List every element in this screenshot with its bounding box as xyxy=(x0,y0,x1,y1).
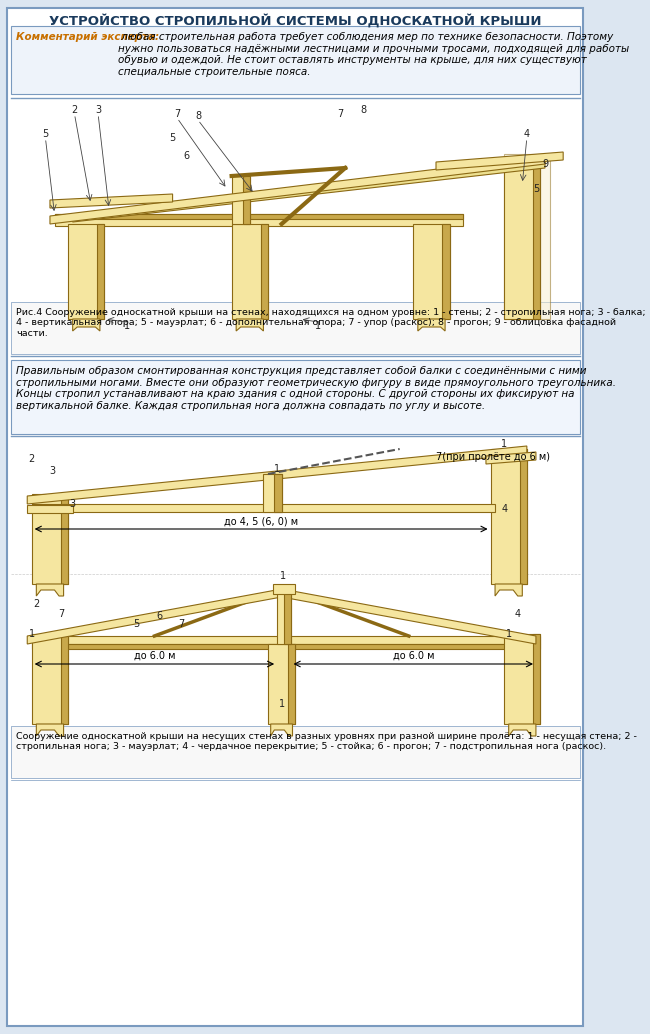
Polygon shape xyxy=(284,586,291,644)
Text: 3: 3 xyxy=(49,466,56,476)
Polygon shape xyxy=(504,164,540,320)
Text: 1: 1 xyxy=(315,321,321,331)
Text: любая строительная работа требует соблюдения мер по технике безопасности. Поэтом: любая строительная работа требует соблюд… xyxy=(118,32,629,77)
Polygon shape xyxy=(509,724,536,736)
Text: 8: 8 xyxy=(195,111,201,121)
FancyBboxPatch shape xyxy=(11,26,580,94)
Polygon shape xyxy=(32,636,540,644)
Polygon shape xyxy=(268,644,295,724)
Polygon shape xyxy=(98,224,105,320)
Text: 4: 4 xyxy=(524,129,530,139)
Text: Правильным образом смонтированная конструкция представляет собой балки с соединё: Правильным образом смонтированная констр… xyxy=(16,366,616,410)
Polygon shape xyxy=(36,724,64,736)
Text: 1: 1 xyxy=(278,699,285,709)
Text: 2: 2 xyxy=(72,105,77,115)
Text: 7: 7 xyxy=(58,609,65,619)
Text: Сооружение односкатной крыши на несущих стенах в разных уровнях при разной ширин: Сооружение односкатной крыши на несущих … xyxy=(16,732,637,752)
Text: 1: 1 xyxy=(280,571,287,581)
Text: 1: 1 xyxy=(124,321,130,331)
Polygon shape xyxy=(32,504,495,512)
Polygon shape xyxy=(32,634,68,724)
Polygon shape xyxy=(436,152,563,170)
Polygon shape xyxy=(443,224,450,320)
Polygon shape xyxy=(55,214,463,226)
Polygon shape xyxy=(281,589,536,644)
Text: 5: 5 xyxy=(533,184,539,194)
Text: 5: 5 xyxy=(170,133,176,143)
Polygon shape xyxy=(272,584,295,594)
Text: 8: 8 xyxy=(360,105,367,115)
Text: 1: 1 xyxy=(506,629,512,639)
Text: 1: 1 xyxy=(29,629,35,639)
Polygon shape xyxy=(73,162,545,222)
FancyBboxPatch shape xyxy=(7,8,583,1026)
Text: до 6.0 м: до 6.0 м xyxy=(393,651,434,661)
FancyBboxPatch shape xyxy=(11,302,580,354)
Text: 7: 7 xyxy=(179,619,185,629)
Polygon shape xyxy=(61,634,68,724)
Polygon shape xyxy=(27,589,281,644)
Polygon shape xyxy=(519,449,527,584)
Text: Рис.4 Сооружение односкатной крыши на стенах, находящихся на одном уровне: 1 - с: Рис.4 Сооружение односкатной крыши на ст… xyxy=(16,308,646,338)
Polygon shape xyxy=(244,176,250,224)
FancyBboxPatch shape xyxy=(0,0,590,1034)
Text: 1: 1 xyxy=(501,439,507,449)
Text: 1: 1 xyxy=(274,464,280,474)
Polygon shape xyxy=(495,584,523,596)
FancyBboxPatch shape xyxy=(11,360,580,434)
Text: 9: 9 xyxy=(542,159,548,169)
Text: УСТРОЙСТВО СТРОПИЛЬНОЙ СИСТЕМЫ ОДНОСКАТНОЙ КРЫШИ: УСТРОЙСТВО СТРОПИЛЬНОЙ СИСТЕМЫ ОДНОСКАТН… xyxy=(49,14,541,28)
Polygon shape xyxy=(277,586,291,644)
Text: до 6.0 м: до 6.0 м xyxy=(134,651,175,661)
Polygon shape xyxy=(486,452,536,464)
Text: 5: 5 xyxy=(42,129,49,139)
Polygon shape xyxy=(27,505,73,513)
Polygon shape xyxy=(73,320,100,331)
Polygon shape xyxy=(68,224,105,320)
Polygon shape xyxy=(263,474,281,512)
Polygon shape xyxy=(61,494,68,584)
Polygon shape xyxy=(50,194,173,208)
Text: 6: 6 xyxy=(183,151,189,161)
Polygon shape xyxy=(270,724,292,736)
Polygon shape xyxy=(236,320,263,331)
Polygon shape xyxy=(50,156,545,224)
Polygon shape xyxy=(533,634,540,724)
Text: Комментарий эксперта:: Комментарий эксперта: xyxy=(16,32,159,42)
Polygon shape xyxy=(491,449,527,584)
Text: 3: 3 xyxy=(70,499,76,509)
Text: 3: 3 xyxy=(95,105,101,115)
Polygon shape xyxy=(533,164,540,320)
Polygon shape xyxy=(274,474,281,512)
Polygon shape xyxy=(288,644,295,724)
Polygon shape xyxy=(36,584,64,596)
Text: 7(при пролёте до 6 м): 7(при пролёте до 6 м) xyxy=(436,452,550,462)
Text: 6: 6 xyxy=(156,611,162,621)
Polygon shape xyxy=(418,320,445,331)
Text: 7: 7 xyxy=(337,109,344,119)
Polygon shape xyxy=(231,224,268,320)
Polygon shape xyxy=(504,154,549,320)
Text: 2: 2 xyxy=(33,599,40,609)
Text: до 4, 5 (6, 0) м: до 4, 5 (6, 0) м xyxy=(224,516,298,526)
Text: 2: 2 xyxy=(29,454,35,464)
Text: 5: 5 xyxy=(133,619,139,629)
Polygon shape xyxy=(32,494,68,584)
Polygon shape xyxy=(261,224,268,320)
Text: 4: 4 xyxy=(501,504,507,514)
Text: 4: 4 xyxy=(515,609,521,619)
Polygon shape xyxy=(32,644,540,649)
Text: 7: 7 xyxy=(174,109,180,119)
FancyBboxPatch shape xyxy=(11,726,580,778)
Polygon shape xyxy=(231,176,250,224)
Polygon shape xyxy=(504,634,540,724)
Polygon shape xyxy=(413,224,450,320)
Polygon shape xyxy=(55,214,463,219)
Polygon shape xyxy=(27,446,527,504)
